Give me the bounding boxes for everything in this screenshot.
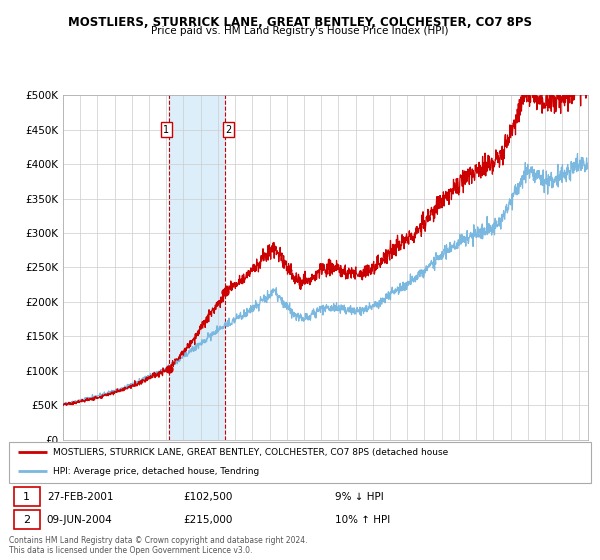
- Text: MOSTLIERS, STURRICK LANE, GREAT BENTLEY, COLCHESTER, CO7 8PS (detached house: MOSTLIERS, STURRICK LANE, GREAT BENTLEY,…: [53, 448, 448, 457]
- Text: Price paid vs. HM Land Registry's House Price Index (HPI): Price paid vs. HM Land Registry's House …: [151, 26, 449, 36]
- Text: £102,500: £102,500: [184, 492, 233, 502]
- FancyBboxPatch shape: [14, 511, 40, 529]
- Text: 27-FEB-2001: 27-FEB-2001: [47, 492, 113, 502]
- Bar: [169, 95, 226, 440]
- Text: 1: 1: [23, 492, 30, 502]
- FancyBboxPatch shape: [9, 442, 591, 483]
- Text: 09-JUN-2004: 09-JUN-2004: [47, 515, 113, 525]
- Text: MOSTLIERS, STURRICK LANE, GREAT BENTLEY, COLCHESTER, CO7 8PS: MOSTLIERS, STURRICK LANE, GREAT BENTLEY,…: [68, 16, 532, 29]
- Text: HPI: Average price, detached house, Tendring: HPI: Average price, detached house, Tend…: [53, 467, 259, 476]
- Text: This data is licensed under the Open Government Licence v3.0.: This data is licensed under the Open Gov…: [9, 547, 253, 556]
- Text: 9% ↓ HPI: 9% ↓ HPI: [335, 492, 383, 502]
- FancyBboxPatch shape: [14, 487, 40, 506]
- Text: 2: 2: [23, 515, 30, 525]
- Text: £215,000: £215,000: [184, 515, 233, 525]
- Text: 2: 2: [225, 125, 231, 134]
- Text: 1: 1: [163, 125, 169, 134]
- Text: Contains HM Land Registry data © Crown copyright and database right 2024.: Contains HM Land Registry data © Crown c…: [9, 536, 308, 545]
- Text: 10% ↑ HPI: 10% ↑ HPI: [335, 515, 390, 525]
